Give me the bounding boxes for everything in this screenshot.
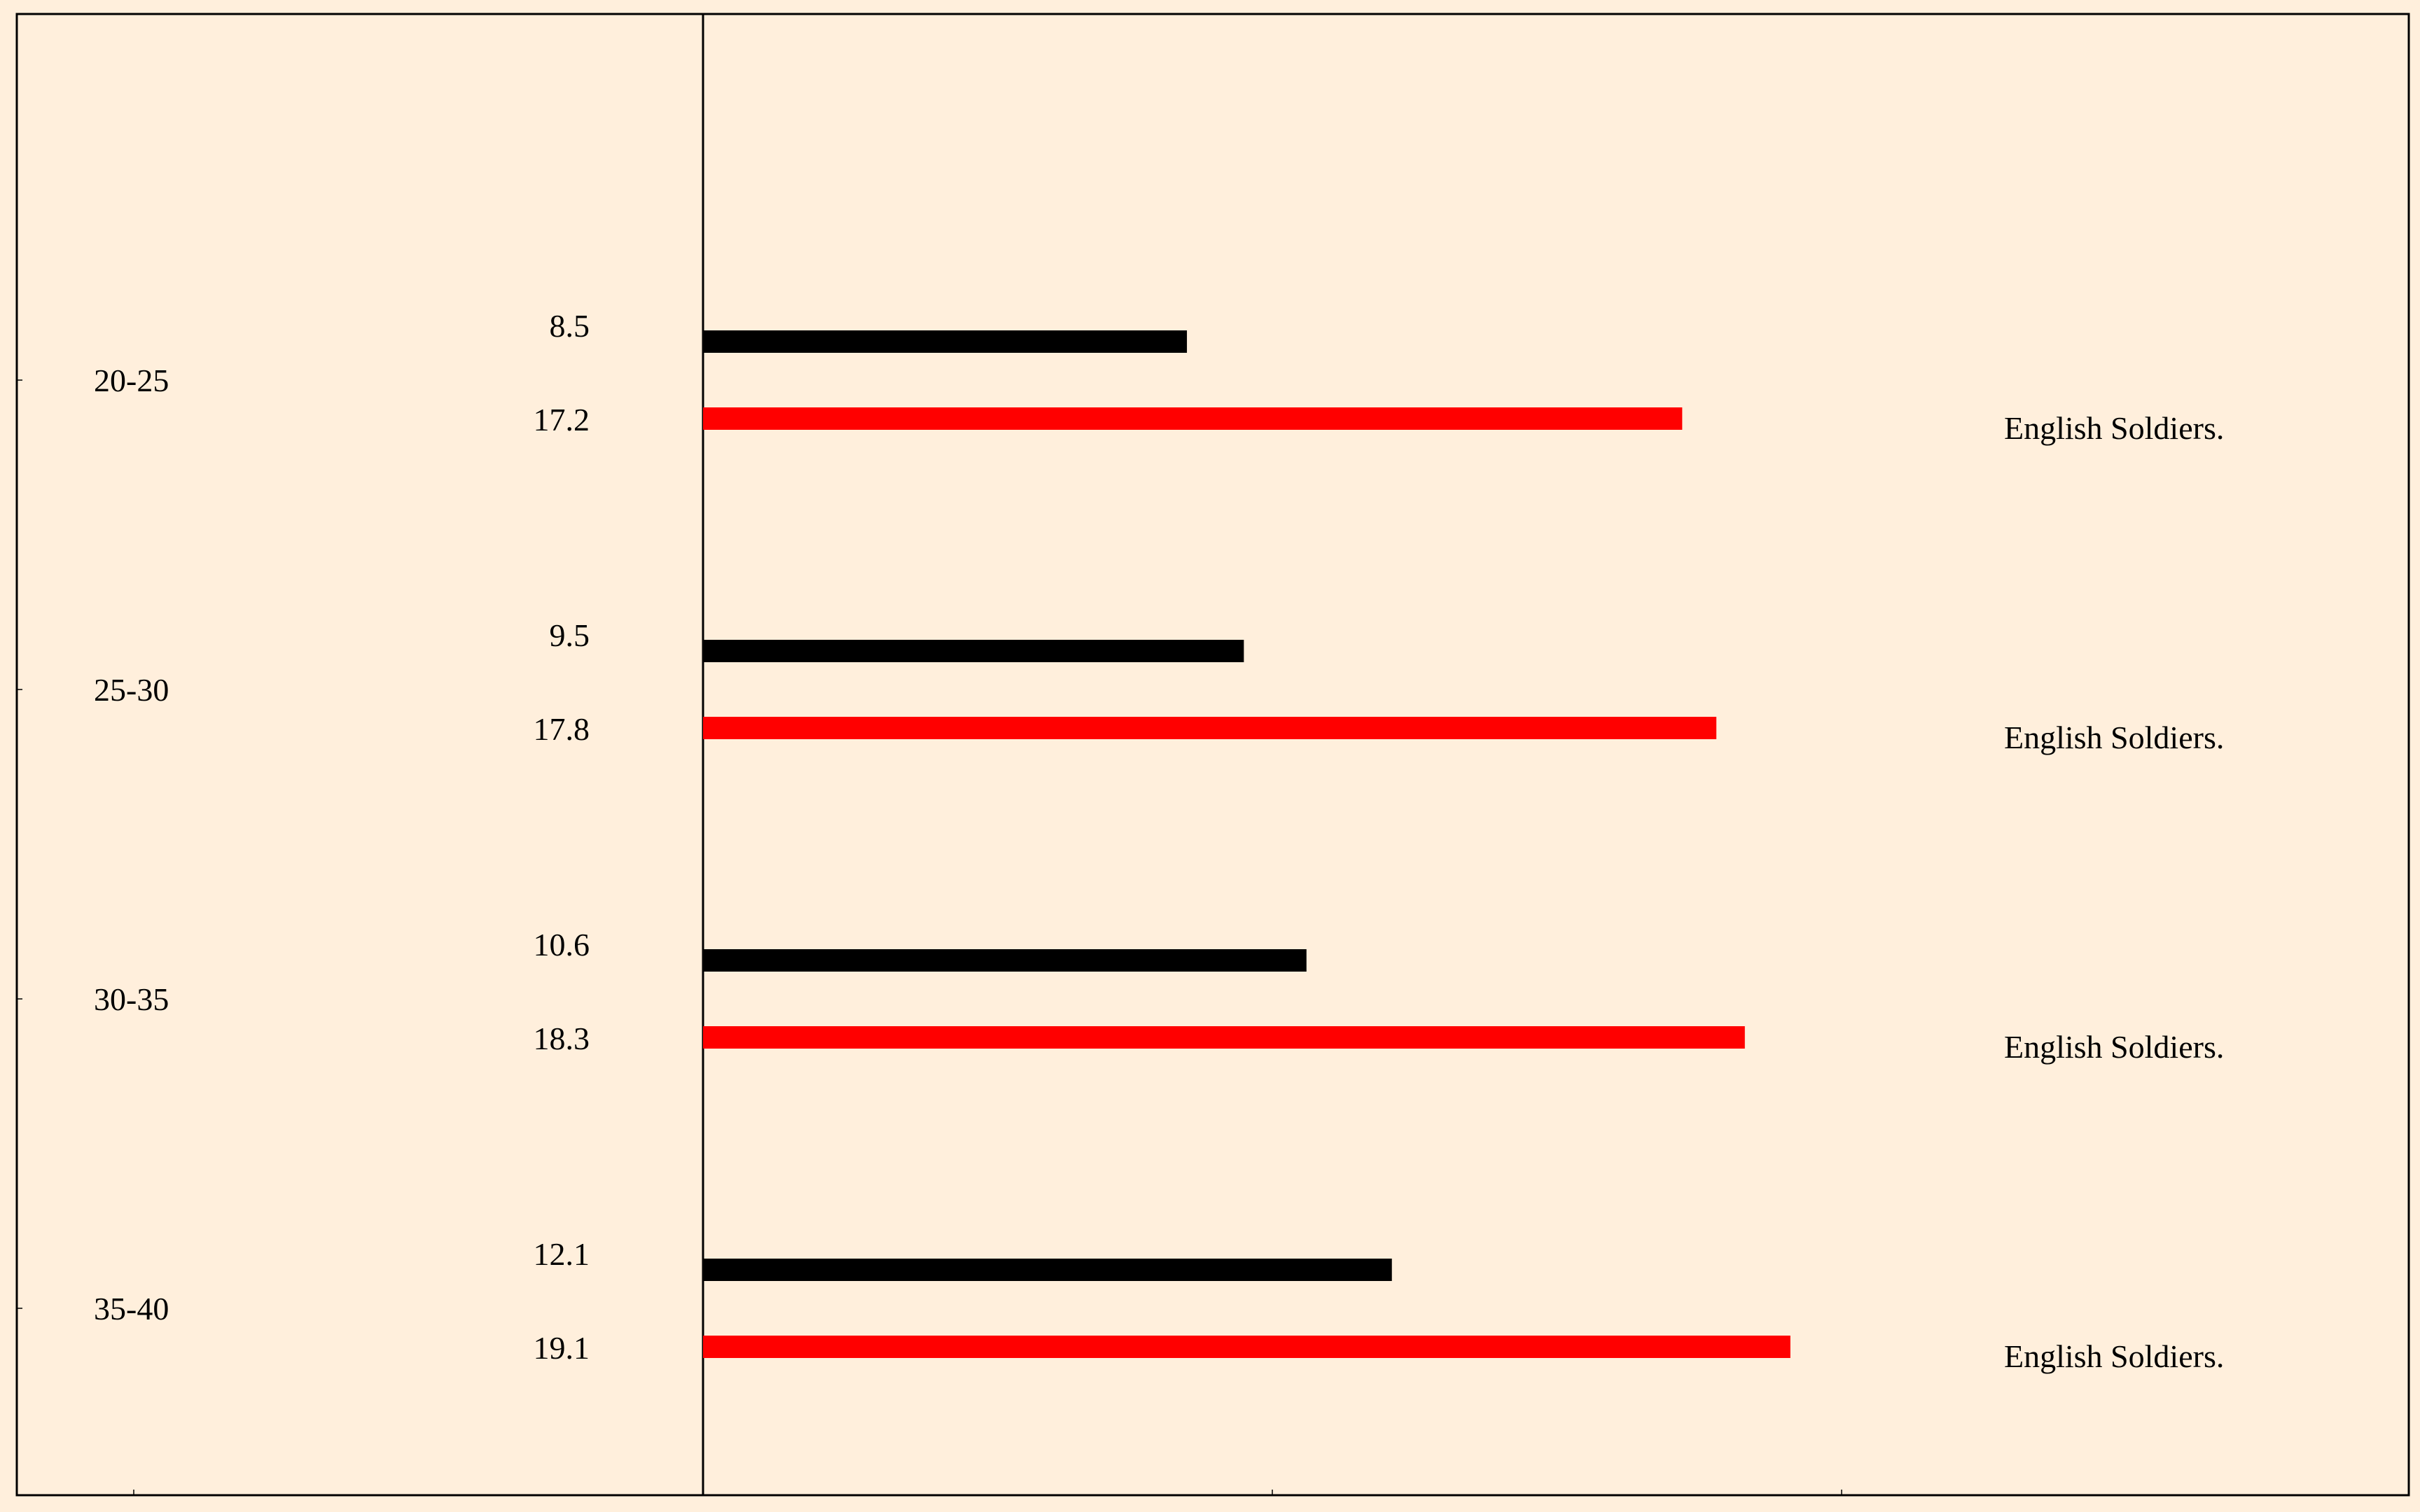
chart-marks: 20-25 8.5 17.2 English Soldiers. 25-30 9.5 17.… [94, 308, 2224, 1374]
series-name-label: English Soldiers. [2004, 410, 2224, 446]
category-label: 25-30 [94, 672, 169, 708]
bar-series-1 [703, 949, 1307, 972]
series-name-label: English Soldiers. [2004, 720, 2224, 755]
value-label: 18.3 [534, 1021, 590, 1056]
bar-series-2 [703, 717, 1717, 739]
value-label: 17.2 [534, 402, 590, 438]
category-label: 35-40 [94, 1291, 169, 1326]
value-label: 19.1 [534, 1330, 590, 1366]
bar-series-2 [703, 1026, 1745, 1049]
category-label: 30-35 [94, 981, 169, 1017]
category-label: 20-25 [94, 363, 169, 398]
value-label: 8.5 [550, 308, 590, 344]
value-label: 10.6 [534, 927, 590, 962]
series-name-label: English Soldiers. [2004, 1338, 2224, 1374]
series-name-label: English Soldiers. [2004, 1029, 2224, 1065]
value-label: 9.5 [550, 617, 590, 653]
value-label: 12.1 [534, 1236, 590, 1272]
bar-series-1 [703, 640, 1244, 662]
bar-series-2 [703, 407, 1683, 430]
value-label: 17.8 [534, 711, 590, 747]
bar-series-1 [703, 1259, 1392, 1281]
plot-frame [15, 13, 2410, 1497]
bar-series-1 [703, 330, 1188, 353]
bar-series-2 [703, 1336, 1790, 1358]
